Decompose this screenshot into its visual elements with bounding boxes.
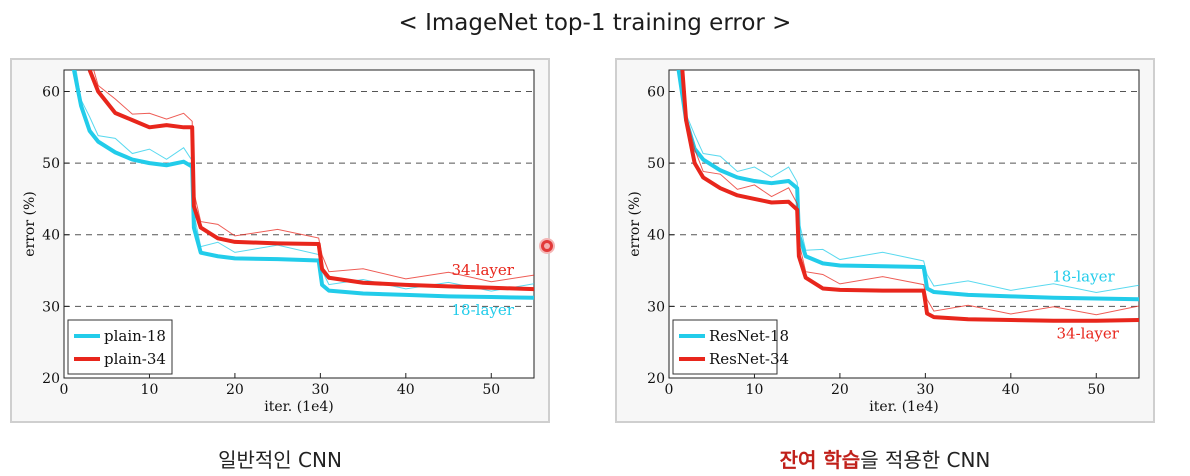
x-tick-label: 50 [482, 382, 500, 398]
y-tick-label: 60 [42, 84, 60, 100]
x-tick-label: 50 [1087, 382, 1105, 398]
legend-label: plain-34 [104, 350, 166, 368]
legend-label: ResNet-34 [709, 350, 789, 368]
x-tick-label: 0 [665, 382, 674, 398]
series-line-ResNet-34 [680, 70, 1139, 323]
x-axis-label: iter. (1e4) [869, 399, 938, 415]
y-tick-label: 40 [42, 228, 60, 244]
legend: ResNet-18 ResNet-34 [672, 319, 789, 375]
y-tick-label: 50 [42, 156, 60, 172]
chart-plain: 20 30 40 50 60 0 10 20 30 40 50 iter. (1e4) error (%… [22, 69, 535, 415]
axes-frame [668, 69, 1140, 379]
x-tick-label: 0 [60, 382, 69, 398]
chart-panel-resnet: 20 30 40 50 60 0 10 20 30 40 50 iter. (1e4) error (%… [615, 58, 1155, 423]
y-tick-label: 20 [42, 371, 60, 387]
legend-label: plain-18 [104, 327, 166, 345]
series-line-plain-18 [71, 70, 534, 300]
x-tick-label: 20 [831, 382, 849, 398]
axes-frame [63, 69, 535, 379]
caption-highlight: 잔여 학습 [779, 448, 861, 472]
annotation-label: 34-layer [452, 261, 515, 279]
y-tick-label: 20 [647, 371, 665, 387]
annotation-label: 18-layer [452, 301, 515, 319]
x-tick-label: 40 [1002, 382, 1020, 398]
legend-box [67, 319, 173, 375]
y-tick-label: 60 [647, 84, 665, 100]
legend-label: ResNet-18 [709, 327, 789, 345]
legend-box [672, 319, 778, 375]
series-line-ResNet-18 [676, 70, 1139, 302]
slide-title: < ImageNet top-1 training error > [398, 10, 792, 36]
series-line-plain-34 [87, 70, 534, 292]
y-tick-label: 30 [42, 299, 60, 315]
y-axis-label: error (%) [627, 191, 643, 256]
legend: plain-18 plain-34 [67, 319, 173, 375]
x-axis-label: iter. (1e4) [264, 399, 333, 415]
y-tick-label: 40 [647, 228, 665, 244]
caption-plain-text: 일반적인 CNN [218, 448, 342, 472]
y-tick-label: 50 [647, 156, 665, 172]
chart-resnet: 20 30 40 50 60 0 10 20 30 40 50 iter. (1e4) error (%… [627, 69, 1140, 415]
pointer-dot-icon [541, 240, 553, 252]
x-tick-label: 10 [746, 382, 764, 398]
caption-plain-cnn: 일반적인 CNN [70, 444, 490, 473]
x-tick-label: 30 [311, 382, 329, 398]
annotation-label: 34-layer [1057, 325, 1120, 343]
y-axis-label: error (%) [22, 191, 38, 256]
x-tick-label: 40 [397, 382, 415, 398]
annotation-label: 18-layer [1052, 267, 1115, 285]
series-test-line-plain-34 [93, 70, 534, 283]
caption-residual-cnn: 잔여 학습을 적용한 CNN [675, 444, 1095, 473]
x-tick-label: 20 [226, 382, 244, 398]
chart-panel-plain: 20 30 40 50 60 0 10 20 30 40 50 iter. (1e4) error (%… [10, 58, 550, 423]
y-tick-label: 30 [647, 299, 665, 315]
x-tick-label: 10 [141, 382, 159, 398]
x-tick-label: 30 [916, 382, 934, 398]
caption-rest: 을 적용한 CNN [860, 448, 991, 472]
